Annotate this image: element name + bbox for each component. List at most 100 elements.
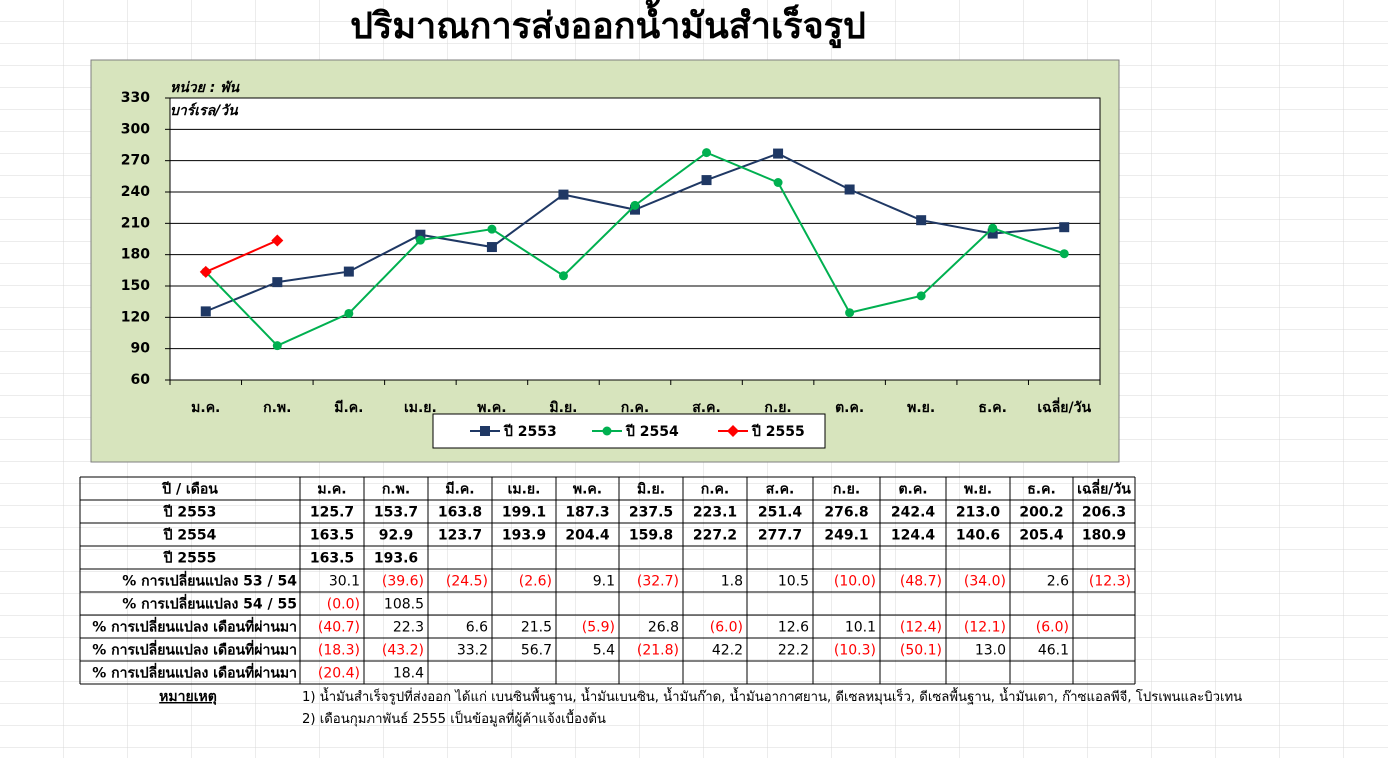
table-cell: 124.4 <box>891 528 936 544</box>
table-cell: 276.8 <box>824 505 868 521</box>
marker <box>916 291 926 301</box>
marker <box>199 265 212 278</box>
x-tick-label: ต.ค. <box>835 400 864 416</box>
table-cell: 277.7 <box>758 528 802 544</box>
marker <box>630 200 640 210</box>
marker <box>558 271 568 281</box>
table-cell: 6.6 <box>466 620 488 636</box>
marker <box>727 425 739 437</box>
legend <box>432 413 826 449</box>
table-cell: 159.8 <box>629 528 673 544</box>
table-cell: 193.6 <box>374 551 418 567</box>
marker <box>200 306 211 317</box>
table-cell: (40.7) <box>318 620 360 636</box>
table-cell: 213.0 <box>956 505 1001 521</box>
table-header: เฉลี่ย/วัน <box>1077 479 1131 498</box>
table-cell: 123.7 <box>438 528 482 544</box>
table-cell: 125.7 <box>310 505 354 521</box>
table-cell: 33.2 <box>457 643 488 659</box>
table-header: ม.ค. <box>317 482 346 498</box>
marker <box>987 228 998 239</box>
table-header: พ.ย. <box>964 482 992 498</box>
y-tick-label: 120 <box>121 309 150 325</box>
row-label: ปี 2553 <box>162 505 216 521</box>
y-tick-label: 60 <box>131 372 151 388</box>
y-tick-label: 90 <box>131 341 151 357</box>
table-cell: (12.4) <box>900 620 942 636</box>
table-header: พ.ค. <box>573 482 602 498</box>
table-cell: 46.1 <box>1038 643 1069 659</box>
table-cell: (24.5) <box>446 574 488 590</box>
table-cell: 180.9 <box>1082 528 1126 544</box>
table-cell: 140.6 <box>956 528 1000 544</box>
table-cell: 21.5 <box>521 620 552 636</box>
y-tick-label: 180 <box>121 247 150 263</box>
row-label: % การเปลี่ยนแปลง เดือนที่ผ่านมา <box>92 640 297 659</box>
table-cell: (48.7) <box>900 574 942 590</box>
marker <box>480 426 490 436</box>
table-header: มี.ค. <box>445 482 474 498</box>
table-cell: 5.4 <box>593 643 615 659</box>
table-cell: (5.9) <box>582 620 615 636</box>
row-label: % การเปลี่ยนแปลง 53 / 54 <box>122 571 297 590</box>
table-cell: (43.2) <box>382 643 424 659</box>
table-header: มิ.ย. <box>637 482 665 498</box>
table-cell: (6.0) <box>1036 620 1069 636</box>
marker <box>272 341 282 351</box>
note: 1) น้ำมันสำเร็จรูปที่ส่งออก ได้แก่ เบนซิ… <box>302 687 1242 705</box>
x-tick-label: ธ.ค. <box>978 400 1007 416</box>
marker <box>844 184 855 195</box>
table-cell: 108.5 <box>384 597 424 613</box>
marker <box>702 148 712 158</box>
table-header: เม.ย. <box>508 482 541 498</box>
row-label: % การเปลี่ยนแปลง 54 / 55 <box>122 594 297 613</box>
marker <box>845 308 855 318</box>
table-cell: 223.1 <box>693 505 737 521</box>
row-label: % การเปลี่ยนแปลง เดือนที่ผ่านมา <box>92 663 297 682</box>
table-cell: (12.3) <box>1089 574 1131 590</box>
table-cell: 200.2 <box>1019 505 1063 521</box>
marker <box>988 223 998 233</box>
table-cell: 249.1 <box>824 528 868 544</box>
table-cell: 206.3 <box>1082 505 1126 521</box>
table-cell: 22.3 <box>393 620 424 636</box>
table-cell: 205.4 <box>1019 528 1064 544</box>
table-cell: 187.3 <box>565 505 609 521</box>
x-tick-label: เม.ย. <box>404 400 437 416</box>
y-tick-label: 240 <box>121 184 150 200</box>
table-cell: 204.4 <box>565 528 610 544</box>
table-cell: 199.1 <box>502 505 546 521</box>
y-tick-label: 210 <box>121 215 150 231</box>
marker <box>701 175 712 186</box>
notes-heading: หมายเหตุ <box>159 689 217 705</box>
marker <box>773 177 783 187</box>
table-header: ก.ย. <box>833 482 860 498</box>
marker <box>344 308 354 318</box>
table-cell: 9.1 <box>593 574 615 590</box>
x-tick-label: มิ.ย. <box>549 400 577 416</box>
table-cell: 163.8 <box>438 505 482 521</box>
table-cell: 251.4 <box>758 505 803 521</box>
series-line <box>205 239 278 273</box>
marker <box>602 426 612 436</box>
x-tick-label: ก.ย. <box>764 400 791 416</box>
table-cell: 163.5 <box>310 528 354 544</box>
table-cell: 42.2 <box>712 643 743 659</box>
table-cell: 92.9 <box>379 528 414 544</box>
legend-label: ปี 2555 <box>751 424 805 440</box>
table-cell: (10.0) <box>834 574 876 590</box>
table-header: ส.ค. <box>766 482 795 498</box>
table-cell: (21.8) <box>637 643 679 659</box>
y-tick-label: 270 <box>121 153 150 169</box>
marker <box>1059 249 1069 259</box>
x-tick-label: ม.ค. <box>191 400 220 416</box>
x-tick-label: ก.พ. <box>263 400 291 416</box>
table-header: ปี / เดือน <box>161 482 219 498</box>
table-cell: 163.5 <box>310 551 354 567</box>
legend-label: ปี 2553 <box>503 424 557 440</box>
table-cell: 26.8 <box>648 620 679 636</box>
table-header: ก.ค. <box>701 482 729 498</box>
table-cell: (12.1) <box>964 620 1006 636</box>
table-cell: 56.7 <box>521 643 552 659</box>
table-cell: 193.9 <box>502 528 546 544</box>
